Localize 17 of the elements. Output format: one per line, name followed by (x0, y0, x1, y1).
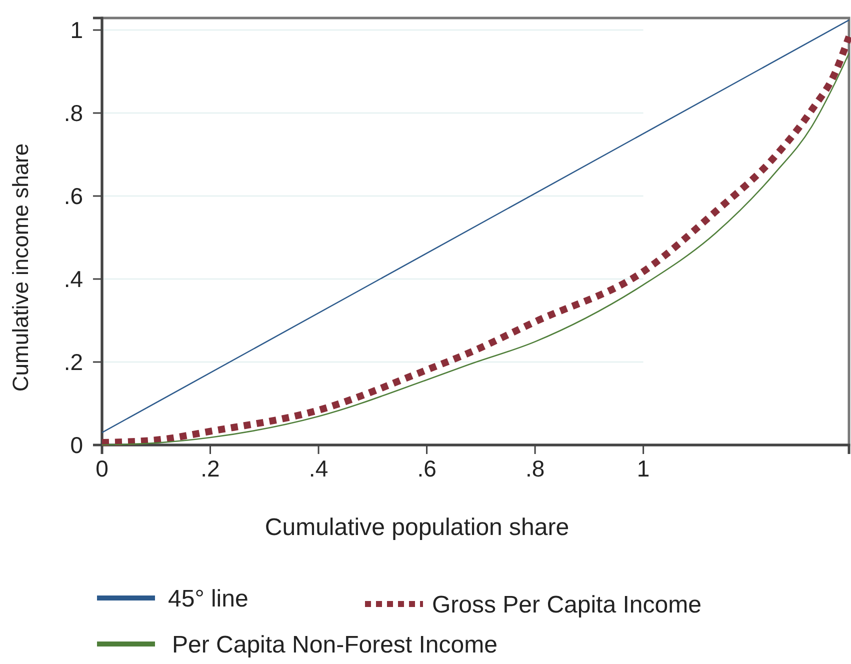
y-tick-label: .6 (64, 183, 83, 210)
x-tick-label: 0 (96, 455, 108, 482)
x-tick-label: .6 (417, 455, 436, 482)
y-tick-label: 0 (70, 432, 83, 458)
x-tick-label: .4 (308, 455, 328, 482)
legend-label: Gross Per Capita Income (432, 591, 702, 618)
x-tick-label: .2 (200, 455, 220, 482)
y-tick-label: 1 (70, 17, 83, 44)
y-tick-label: .8 (64, 100, 83, 126)
x-tick-label: .8 (525, 455, 545, 482)
y-axis-title: Cumulative income share (8, 143, 33, 392)
y-tick-label: .2 (64, 349, 83, 376)
legend-label: Per Capita Non-Forest Income (172, 631, 498, 658)
y-tick-label: .4 (64, 266, 84, 292)
legend-label: 45° line (168, 585, 248, 612)
x-axis-title: Cumulative population share (264, 514, 570, 541)
x-tick-label: 1 (636, 455, 650, 482)
